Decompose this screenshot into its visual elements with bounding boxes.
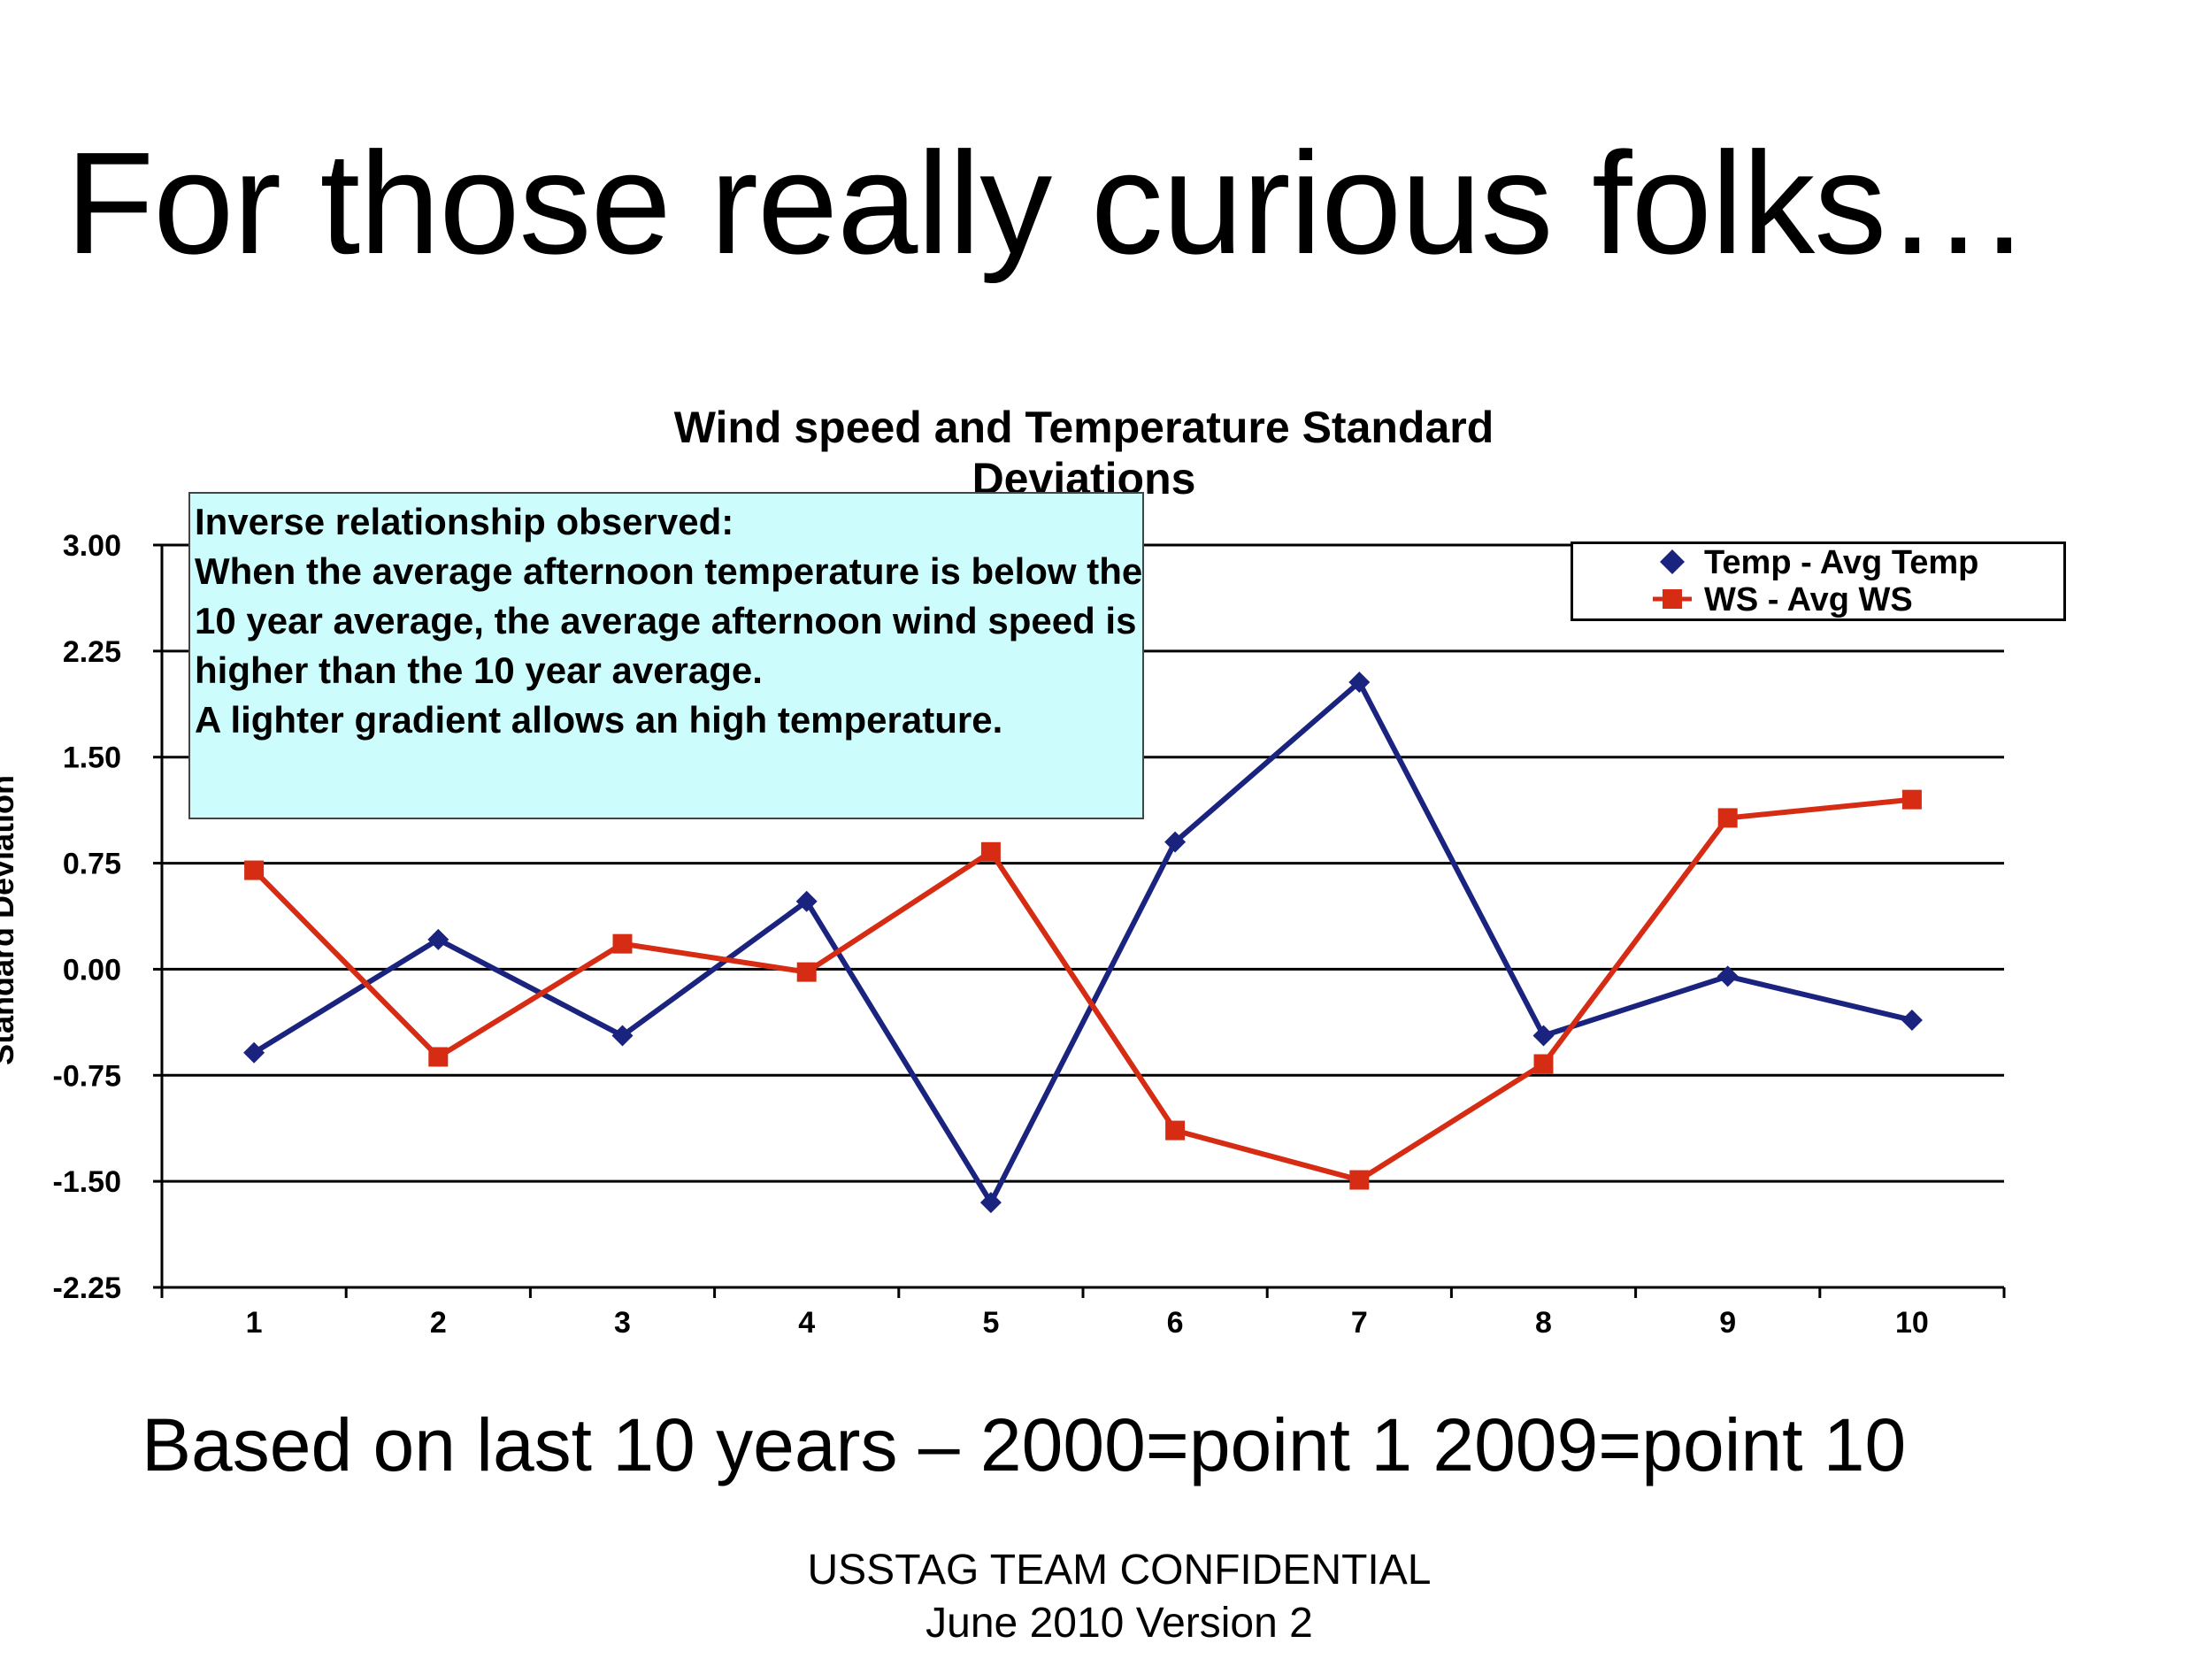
legend-square-marker	[1663, 589, 1682, 609]
y-tick-label: -0.75	[53, 1059, 122, 1093]
data-point-square	[980, 841, 1001, 862]
footnote: Based on last 10 years – 2000=point 1 20…	[142, 1403, 1907, 1486]
y-tick-label: 2.25	[63, 635, 121, 669]
y-tick-label: -1.50	[53, 1165, 122, 1199]
y-tick-label: 0.75	[63, 848, 121, 881]
data-point-diamond	[795, 890, 818, 912]
annotation-text: Inverse relationship observed: When the …	[195, 497, 1292, 745]
x-tick-label: 4	[798, 1306, 815, 1340]
y-tick-label: 1.50	[63, 741, 121, 775]
footer-confidential: USSTAG TEAM CONFIDENTIAL	[807, 1547, 1432, 1594]
data-point-square	[428, 1047, 449, 1067]
series-line	[251, 796, 1913, 1183]
footer-version: June 2010 Version 2	[926, 1600, 1313, 1647]
data-point-square	[1717, 808, 1738, 828]
slide-title: For those really curious folks…	[65, 122, 2031, 284]
x-tick-label: 2	[430, 1306, 447, 1340]
x-tick-label: 6	[1167, 1306, 1184, 1340]
y-tick-label: -2.25	[53, 1271, 122, 1305]
legend-item-ws: WS - Avg WS	[1653, 581, 1913, 618]
series-layer	[243, 672, 1923, 1214]
annotation-line: A lighter gradient allows an high temper…	[195, 699, 1003, 741]
data-point-square	[1165, 1120, 1186, 1141]
axes	[153, 543, 2006, 1298]
data-point-diamond	[979, 1192, 1002, 1214]
x-tick-label: 7	[1351, 1306, 1368, 1340]
y-axis-label: Standard Deviation	[0, 775, 20, 1065]
annotation-line: higher than the 10 year average.	[195, 649, 763, 691]
legend-diamond-marker	[1660, 549, 1685, 574]
x-tick-labels: 1 2 3 4 5 6 7 8 9 10	[246, 1306, 1929, 1340]
chart-title-line: Wind speed and Temperature Standard	[674, 403, 1494, 452]
x-tick-label: 9	[1719, 1306, 1736, 1340]
data-point-square	[244, 860, 265, 880]
legend-label-ws: WS - Avg WS	[1704, 581, 1913, 618]
series-ws	[244, 789, 1922, 1190]
annotation-line: Inverse relationship observed:	[195, 501, 734, 542]
data-point-square	[1533, 1054, 1554, 1074]
x-tick-label: 3	[614, 1306, 631, 1340]
data-point-square	[796, 962, 817, 982]
x-tick-label: 10	[1895, 1306, 1929, 1340]
y-tick-label: 3.00	[63, 529, 121, 563]
x-tick-label: 5	[982, 1306, 999, 1340]
data-point-diamond	[1348, 672, 1371, 694]
y-tick-label: 0.00	[63, 953, 121, 987]
data-point-diamond	[427, 928, 449, 950]
series-line	[252, 680, 1913, 1206]
series-temp	[243, 672, 1923, 1214]
y-axis-title: Standard Deviation	[0, 775, 20, 1065]
annotation-line: When the average afternoon temperature i…	[195, 550, 1143, 592]
chart-title: Wind speed and Temperature StandardDevia…	[674, 403, 1494, 503]
chart-legend: Temp - Avg Temp WS - Avg WS	[1571, 541, 2066, 621]
data-point-diamond	[1901, 1009, 1923, 1031]
data-point-diamond	[1164, 831, 1187, 853]
data-point-square	[612, 933, 633, 954]
x-tick-label: 8	[1535, 1306, 1552, 1340]
annotation-line: 10 year average, the average afternoon w…	[195, 600, 1137, 641]
x-tick-label: 1	[246, 1306, 263, 1340]
data-point-square	[1901, 789, 1922, 810]
data-point-diamond	[1717, 965, 1739, 987]
y-tick-labels: 3.00 2.25 1.50 0.75 0.00 -0.75 -1.50 -2.25	[53, 529, 122, 1305]
data-point-square	[1349, 1170, 1370, 1190]
data-point-diamond	[611, 1025, 634, 1047]
legend-label-temp: Temp - Avg Temp	[1704, 544, 1978, 581]
annotation-box	[188, 492, 1144, 819]
legend-item-temp: Temp - Avg Temp	[1660, 544, 1978, 581]
data-point-diamond	[1532, 1025, 1555, 1047]
data-point-diamond	[243, 1041, 265, 1064]
